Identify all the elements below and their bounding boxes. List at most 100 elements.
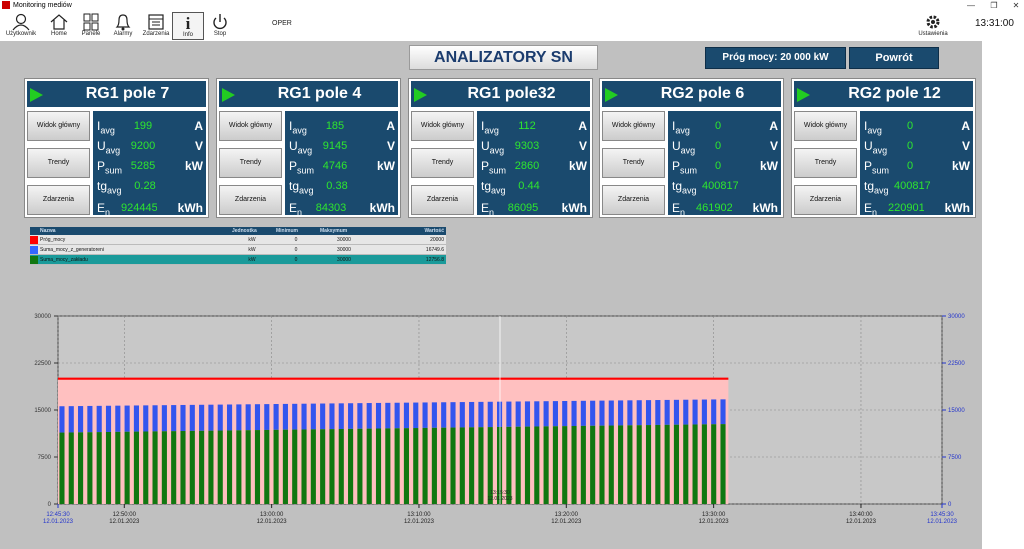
trends-button[interactable]: Trendy (602, 148, 665, 178)
label-subscript: sum (680, 165, 698, 176)
generator-bar (664, 399, 670, 425)
reading-unit-i: A (961, 119, 970, 133)
generator-bar (478, 401, 484, 428)
plant-bar (236, 430, 242, 504)
label-subscript: avg (484, 125, 499, 136)
events-button[interactable]: Zdarzenia (794, 185, 857, 215)
trends-button[interactable]: Trendy (411, 148, 474, 178)
plant-bar (580, 425, 586, 504)
minimize-button[interactable]: — (967, 1, 975, 10)
x-tick-date-label: 12.01.2023 (551, 519, 582, 525)
generator-bar (683, 399, 689, 425)
analyzer-panel: RG1 pole 7 Widok główny Trendy Zdarzenia Iav… (24, 78, 209, 218)
user-icon (12, 13, 30, 31)
restore-button[interactable]: ❐ (990, 1, 998, 10)
alarms-button[interactable]: Alarmy (111, 12, 135, 40)
label-symbol: tg (97, 179, 108, 193)
plant-bar (68, 432, 74, 504)
label-subscript: sum (297, 165, 315, 176)
generator-bar (571, 400, 577, 427)
panels-button[interactable]: Panele (80, 12, 102, 40)
main-view-button[interactable]: Widok główny (794, 111, 857, 141)
back-button[interactable]: Powrót (849, 47, 939, 69)
legend-row[interactable]: Próg_mocy kW 0 30000 20000 (30, 235, 446, 245)
reading-label-e: En (864, 199, 877, 221)
generator-bar (618, 400, 624, 426)
plant-bar (422, 427, 428, 504)
reading-row-i: Iavg 112 A (481, 117, 587, 135)
legend-row[interactable]: Suma_mocy_z_generatoreni kW 0 30000 1674… (30, 244, 446, 255)
reading-unit-p: kW (377, 159, 395, 173)
reading-value-e: 220901 (888, 202, 924, 214)
status-text: OPER (272, 20, 292, 27)
reading-value-u: 9200 (130, 140, 156, 152)
plant-bar (571, 426, 577, 504)
reading-unit-i: A (769, 119, 778, 133)
label-symbol: P (97, 159, 106, 173)
legend-row[interactable]: Suma_mocy_zakładu kW 0 30000 12756.8 (30, 254, 446, 265)
events-button[interactable]: Zdarzenia (141, 12, 171, 40)
user-button[interactable]: Użytkownik (4, 12, 38, 40)
generator-bar (78, 406, 84, 433)
plant-bar (105, 431, 112, 504)
plant-bar (124, 431, 130, 504)
events-button[interactable]: Zdarzenia (411, 185, 474, 215)
plant-bar (87, 432, 93, 504)
y-tick-label-left: 15000 (34, 408, 51, 414)
trends-button[interactable]: Trendy (27, 148, 90, 178)
generator-bar (580, 400, 586, 426)
stop-button[interactable]: Stop (209, 12, 231, 40)
main-view-button[interactable]: Widok główny (27, 111, 90, 141)
reading-row-i: Iavg 185 A (289, 117, 395, 135)
analyzer-panel: RG1 pole32 Widok główny Trendy Zdarzenia Iav… (408, 78, 593, 218)
reading-label-tg: tgavg (481, 177, 506, 199)
reading-unit-e: kWh (369, 201, 395, 215)
plant-bar (152, 431, 158, 504)
panel-title-bar: RG2 pole 6 (602, 81, 781, 107)
home-button[interactable]: Home (48, 12, 70, 40)
y-tick-label-left: 7500 (38, 455, 52, 461)
trends-button[interactable]: Trendy (219, 148, 282, 178)
plant-bar (562, 426, 568, 504)
main-view-button[interactable]: Widok główny (602, 111, 665, 141)
generator-bar (310, 403, 316, 430)
close-button[interactable]: ✕ (1012, 1, 1020, 10)
reading-row-e: En 220901 kWh (864, 199, 970, 217)
legend-min: 0 (274, 254, 318, 265)
y-tick-label-left: 30000 (34, 314, 51, 320)
trends-button[interactable]: Trendy (794, 148, 857, 178)
plant-bar (683, 424, 689, 504)
legend-value: 16749.6 (370, 244, 446, 255)
reading-row-i: Iavg 0 A (864, 117, 970, 135)
plant-bar (524, 426, 531, 504)
legend-color-swatch (30, 254, 38, 265)
label-subscript: sum (872, 165, 890, 176)
generator-bar (329, 403, 335, 430)
reading-value-u: 9303 (514, 140, 540, 152)
generator-bar (711, 399, 717, 425)
panel-title: RG2 pole 6 (660, 85, 745, 102)
settings-button[interactable]: Ustawienia (914, 12, 952, 40)
label-symbol: U (97, 139, 106, 153)
events-button[interactable]: Zdarzenia (219, 185, 282, 215)
plant-bar (720, 424, 726, 504)
events-button[interactable]: Zdarzenia (27, 185, 90, 215)
x-tick-date-label: 12.01.2023 (404, 519, 435, 525)
label-subscript: avg (107, 185, 122, 196)
reading-value-i: 199 (133, 120, 153, 132)
panel-title-bar: RG1 pole 4 (219, 81, 398, 107)
info-button[interactable]: i Info (172, 12, 204, 40)
reading-value-tg: 4008175C (702, 180, 738, 192)
reading-unit-u: V (961, 139, 970, 153)
generator-bar (394, 402, 400, 429)
toolbar: Użytkownik Home Panele Alarmy Zdarzenia … (0, 11, 1024, 41)
reading-value-i: 0 (906, 120, 914, 132)
main-view-button[interactable]: Widok główny (219, 111, 282, 141)
panels-icon (83, 13, 99, 31)
reading-label-i: Iavg (864, 117, 882, 139)
events-button[interactable]: Zdarzenia (602, 185, 665, 215)
main-view-button[interactable]: Widok główny (411, 111, 474, 141)
info-label: Info (182, 32, 193, 38)
label-subscript: n (680, 207, 686, 218)
